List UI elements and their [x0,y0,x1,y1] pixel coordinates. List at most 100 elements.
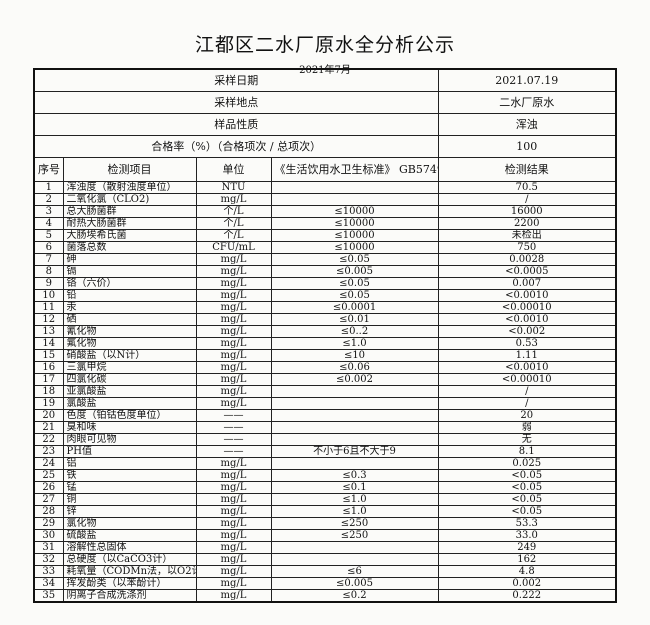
row-unit: mg/L [195,373,272,386]
info-value: 2021.07.19 [437,68,617,92]
row-item: 硒 [62,313,197,326]
row-unit: CFU/mL [195,241,272,254]
row-unit: mg/L [195,193,272,206]
row-result: 8.1 [437,445,617,458]
row-result: 2200 [437,217,617,230]
row-item: 溶解性总固体 [62,541,197,554]
row-result: 1.11 [437,349,617,362]
row-seq: 17 [33,373,64,386]
row-unit: mg/L [195,265,272,278]
table-row: 11 汞 mg/L ≤0.0001 <0.00010 [33,301,617,314]
row-result: <0.05 [437,469,617,482]
row-unit: mg/L [195,349,272,362]
row-standard: ≤6 [270,565,439,578]
row-unit: —— [195,445,272,458]
table-row: 20 色度（铂钴色度单位） —— 20 [33,409,617,422]
row-unit: 个/L [195,217,272,230]
column-header-standard: 《生活饮用水卫生标准》 GB5749 [270,157,439,182]
table-row: 22 肉眼可见物 —— 无 [33,433,617,446]
info-value: 二水厂原水 [437,91,617,114]
row-item: 色度（铂钴色度单位） [62,409,197,422]
row-unit: mg/L [195,589,272,603]
row-item: 氯酸盐 [62,397,197,410]
column-header-item: 检测项目 [62,157,197,182]
column-header-unit: 单位 [195,157,272,182]
row-standard: ≤0.002 [270,373,439,386]
table-row: 35 阴离子合成洗涤剂 mg/L ≤0.2 0.222 [33,589,617,603]
info-label: 合格率（%）（合格项次 / 总项次） [33,135,439,158]
row-standard [270,409,439,422]
row-seq: 7 [33,253,64,266]
table-row: 3 总大肠菌群 个/L ≤10000 16000 [33,205,617,218]
row-unit: mg/L [195,385,272,398]
row-seq: 3 [33,205,64,218]
document-title: 江都区二水厂原水全分析公示 [194,34,455,56]
row-seq: 14 [33,337,64,350]
row-standard: ≤250 [270,517,439,530]
table-row: 30 硫酸盐 mg/L ≤250 33.0 [33,529,617,542]
row-seq: 22 [33,433,64,446]
row-seq: 29 [33,517,64,530]
table-row: 21 臭和味 —— 弱 [33,421,617,434]
table-row: 4 耐热大肠菌群 个/L ≤10000 2200 [33,217,617,230]
row-item: 氟化物 [62,337,197,350]
row-seq: 32 [33,553,64,566]
row-standard: ≤10 [270,349,439,362]
row-result: / [437,193,617,206]
row-item: 挥发酚类（以苯酚计） [62,577,197,590]
row-standard [270,541,439,554]
row-result: 16000 [437,205,617,218]
table-row: 14 氟化物 mg/L ≤1.0 0.53 [33,337,617,350]
table-row: 25 铁 mg/L ≤0.3 <0.05 [33,469,617,482]
row-result: <0.05 [437,493,617,506]
row-standard: ≤0.005 [270,265,439,278]
table-row: 15 硝酸盐（以N计） mg/L ≤10 1.11 [33,349,617,362]
row-standard [270,421,439,434]
table-row: 29 氯化物 mg/L ≤250 53.3 [33,517,617,530]
row-item: 铁 [62,469,197,482]
row-seq: 5 [33,229,64,242]
row-item: 铝 [62,457,197,470]
row-seq: 19 [33,397,64,410]
row-standard [270,457,439,470]
row-standard: ≤0..2 [270,325,439,338]
row-result: <0.00010 [437,373,617,386]
water-analysis-table: 采样日期 2021.07.19 采样地点 二水厂原水 样品性质 浑浊 合格率（%… [33,68,617,603]
row-result: 0.025 [437,457,617,470]
table-row: 24 铝 mg/L 0.025 [33,457,617,470]
row-result: <0.05 [437,481,617,494]
row-standard: ≤1.0 [270,493,439,506]
row-seq: 9 [33,277,64,290]
row-standard: ≤0.2 [270,589,439,603]
row-standard: ≤10000 [270,205,439,218]
row-unit: mg/L [195,517,272,530]
row-item: 硫酸盐 [62,529,197,542]
info-row-sampling-date: 采样日期 2021.07.19 [33,68,617,92]
row-seq: 35 [33,589,64,603]
column-header-row: 序号 检测项目 单位 《生活饮用水卫生标准》 GB5749 检测结果 [33,157,617,182]
table-row: 10 铅 mg/L ≤0.05 <0.0010 [33,289,617,302]
row-standard: ≤0.01 [270,313,439,326]
row-unit: mg/L [195,493,272,506]
table-row: 12 硒 mg/L ≤0.01 <0.0010 [33,313,617,326]
info-label: 样品性质 [33,113,439,136]
row-item: 阴离子合成洗涤剂 [62,589,197,603]
row-item: 亚氯酸盐 [62,385,197,398]
row-seq: 6 [33,241,64,254]
column-header-result: 检测结果 [437,157,617,182]
table-row: 1 浑浊度（散射浊度单位） NTU 70.5 [33,181,617,194]
row-seq: 10 [33,289,64,302]
row-unit: mg/L [195,577,272,590]
info-value: 100 [437,135,617,158]
row-standard: ≤10000 [270,229,439,242]
row-item: 汞 [62,301,197,314]
row-item: 砷 [62,253,197,266]
info-row-pass-rate: 合格率（%）（合格项次 / 总项次） 100 [33,135,617,158]
row-seq: 34 [33,577,64,590]
row-item: 二氧化氯（CLO2) [62,193,197,206]
row-unit: mg/L [195,361,272,374]
row-standard: ≤0.05 [270,253,439,266]
row-unit: mg/L [195,457,272,470]
table-row: 34 挥发酚类（以苯酚计） mg/L ≤0.005 0.002 [33,577,617,590]
